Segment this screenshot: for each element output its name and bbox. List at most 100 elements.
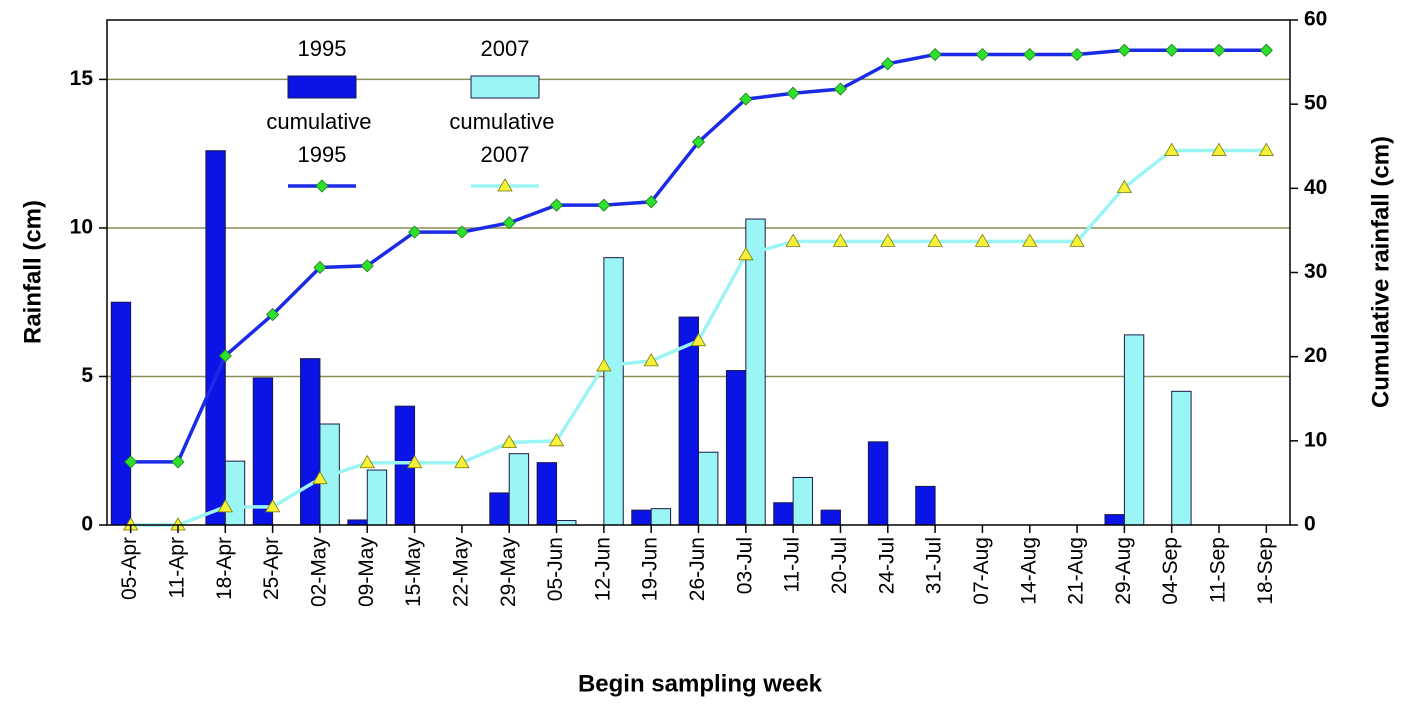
line-marker <box>643 353 659 367</box>
line-marker <box>1165 43 1179 57</box>
line-marker <box>497 178 513 192</box>
x-tick-label: 11-Apr <box>166 537 189 598</box>
x-tick-label: 02-May <box>307 537 330 608</box>
bar <box>915 485 936 526</box>
line-marker <box>501 434 517 448</box>
line-marker <box>266 308 280 322</box>
line-marker <box>124 455 138 469</box>
legend-label: cumulative 2007 <box>449 109 560 167</box>
y-tick-label: 5 <box>81 364 93 387</box>
x-tick-label: 03-Jul <box>733 537 756 594</box>
line-marker <box>975 47 989 62</box>
line-marker <box>312 470 328 485</box>
line-marker <box>739 92 753 106</box>
legend-swatch <box>470 75 540 99</box>
y2-tick-label: 0 <box>1304 513 1316 536</box>
bar <box>252 377 274 526</box>
y2-tick-label: 60 <box>1304 8 1327 31</box>
x-tick-label: 26-Jun <box>686 537 709 601</box>
x-tick-label: 29-Aug <box>1112 537 1135 605</box>
x-tick-label: 20-Jul <box>828 537 851 594</box>
line-marker <box>1023 47 1037 62</box>
bar <box>536 462 558 526</box>
y2-axis-title: Cumulative rainfall (cm) <box>1367 136 1394 408</box>
bar <box>205 150 226 526</box>
line-marker <box>974 233 991 247</box>
x-tick-label: 19-Jun <box>639 537 662 601</box>
line-marker <box>832 233 849 247</box>
x-tick-label: 07-Aug <box>970 537 993 605</box>
line-marker <box>691 135 706 149</box>
bar <box>489 492 510 526</box>
line-marker <box>360 259 374 273</box>
line-marker <box>644 195 658 209</box>
bar <box>110 301 132 526</box>
y-axis-title: Rainfall (cm) <box>19 200 46 344</box>
bar <box>792 476 814 526</box>
y-tick-label: 10 <box>70 215 93 238</box>
x-tick-label: 24-Jul <box>875 537 898 594</box>
line-marker <box>218 349 232 363</box>
line-marker <box>406 454 423 469</box>
x-axis-title: Begin sampling week <box>578 670 823 697</box>
line-marker <box>548 433 565 447</box>
legend-label: 2007 <box>481 36 530 61</box>
bar <box>508 453 530 526</box>
line-marker <box>264 499 281 513</box>
bar <box>867 441 889 526</box>
line-marker <box>1211 142 1227 156</box>
bar <box>631 509 652 526</box>
line-marker <box>1022 233 1038 247</box>
bar <box>1123 334 1145 526</box>
x-tick-label: 31-Jul <box>923 537 946 594</box>
bar <box>603 257 624 526</box>
line-marker <box>786 86 800 100</box>
y2-tick-label: 50 <box>1304 92 1327 115</box>
bar <box>773 502 794 526</box>
x-tick-label: 04-Sep <box>1159 537 1182 605</box>
x-tick-label: 14-Aug <box>1017 537 1040 605</box>
line-marker <box>502 216 516 230</box>
x-tick-label: 11-Jul <box>781 537 804 593</box>
line-marker <box>1070 47 1084 62</box>
legend-label: cumulative 1995 <box>266 109 377 167</box>
line-marker <box>596 358 612 372</box>
x-tick-label: 15-May <box>402 537 425 608</box>
y2-tick-label: 10 <box>1304 428 1327 451</box>
line-marker <box>833 82 848 96</box>
x-tick-label: 09-May <box>355 537 378 608</box>
bar <box>1171 390 1192 526</box>
y2-tick-label: 30 <box>1304 260 1327 283</box>
line-marker <box>880 233 896 247</box>
line-marker <box>690 332 707 347</box>
line-marker <box>785 233 801 247</box>
bar <box>366 469 388 526</box>
y2-tick-label: 20 <box>1304 344 1327 367</box>
bar <box>698 451 719 526</box>
legend-swatch <box>287 75 357 99</box>
line-marker <box>408 225 422 239</box>
bar <box>300 358 321 526</box>
bar <box>725 370 747 526</box>
line-marker <box>1116 179 1133 193</box>
line-marker <box>1212 43 1226 57</box>
line-marker <box>927 233 943 247</box>
line-marker <box>881 57 895 71</box>
bar <box>650 508 672 526</box>
line-marker <box>928 47 942 62</box>
x-tick-label: 05-Jun <box>544 537 567 601</box>
line-marker <box>549 198 564 212</box>
bar <box>745 218 766 526</box>
line-marker <box>454 454 470 469</box>
x-tick-label: 18-Apr <box>213 537 236 600</box>
y-tick-label: 15 <box>70 67 94 90</box>
line-marker <box>313 260 327 275</box>
x-tick-label: 22-May <box>449 537 472 608</box>
x-tick-label: 05-Apr <box>118 537 141 600</box>
legend-label: 1995 <box>298 36 347 61</box>
x-tick-label: 25-Apr <box>260 537 283 600</box>
line-marker <box>455 225 469 239</box>
line-marker <box>1259 43 1273 57</box>
line-marker <box>1069 233 1085 247</box>
